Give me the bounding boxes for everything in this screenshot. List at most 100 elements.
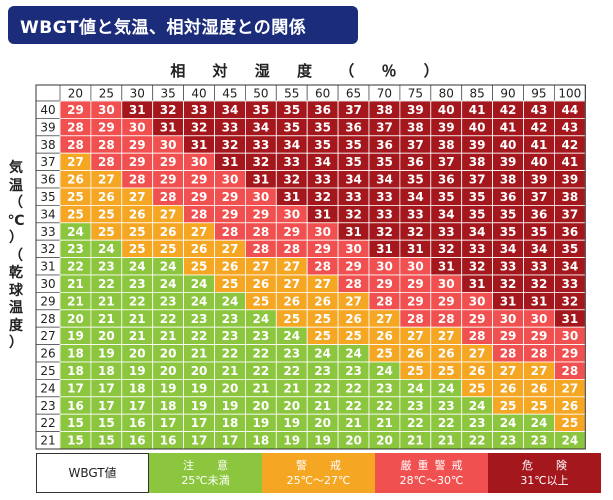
y-axis-label-char: 温 <box>9 177 23 194</box>
cell-value-label: 39 <box>438 120 455 134</box>
cell-value-label: 28 <box>67 120 84 134</box>
cell-value-label: 20 <box>252 399 269 413</box>
x-tick-label: 70 <box>377 87 392 101</box>
cell-value-label: 35 <box>314 120 331 134</box>
cell-value-label: 36 <box>345 120 362 134</box>
cell-value-label: 33 <box>376 207 393 221</box>
cell-value-label: 25 <box>314 312 331 326</box>
cell-value-label: 21 <box>191 347 208 361</box>
cell-value-label: 25 <box>469 381 486 395</box>
cell-value-label: 31 <box>129 103 146 117</box>
cell-value-label: 38 <box>469 155 486 169</box>
cell-value-label: 38 <box>376 103 393 117</box>
cell-value-label: 28 <box>438 312 455 326</box>
cell-value-label: 35 <box>500 207 517 221</box>
cell-value-label: 28 <box>500 347 517 361</box>
cell-value-label: 16 <box>129 416 146 430</box>
cell-value-label: 17 <box>98 399 115 413</box>
legend-item-range: 25℃～27℃ <box>286 474 351 487</box>
y-axis-label-char: ） <box>9 335 23 351</box>
cell-value-label: 17 <box>129 399 146 413</box>
cell-value-label: 20 <box>283 399 300 413</box>
cell-value-label: 34 <box>407 190 424 204</box>
cell-value-label: 31 <box>222 155 239 169</box>
cell-value-label: 17 <box>222 434 239 448</box>
cell-value-label: 23 <box>191 312 208 326</box>
cell-value-label: 24 <box>191 294 208 308</box>
cell-value-label: 24 <box>345 347 362 361</box>
cell-value-label: 31 <box>469 277 486 291</box>
cell-value-label: 24 <box>469 399 486 413</box>
cell-value-label: 39 <box>561 173 578 187</box>
cell-value-label: 30 <box>407 260 424 274</box>
legend-item-title: 危 険 <box>522 459 573 472</box>
x-tick-label: 80 <box>439 87 454 101</box>
cell-value-label: 18 <box>252 434 269 448</box>
cell-value-label: 33 <box>500 260 517 274</box>
cell-value-label: 25 <box>376 347 393 361</box>
cell-value-label: 29 <box>191 173 208 187</box>
cell-value-label: 24 <box>500 416 517 430</box>
cell-value-label: 30 <box>345 242 362 256</box>
cell-value-label: 27 <box>283 277 300 291</box>
cell-value-label: 27 <box>438 329 455 343</box>
y-tick-label: 32 <box>40 242 55 256</box>
cell-value-label: 36 <box>531 207 548 221</box>
cell-value-label: 36 <box>438 173 455 187</box>
cell-value-label: 22 <box>283 364 300 378</box>
cell-value-label: 24 <box>67 225 84 239</box>
cell-value-label: 35 <box>500 225 517 239</box>
y-tick-label: 23 <box>40 399 55 413</box>
cell-value-label: 19 <box>191 381 208 395</box>
cell-value-label: 24 <box>283 329 300 343</box>
y-tick-label: 30 <box>40 277 55 291</box>
cell-value-label: 34 <box>252 120 269 134</box>
cell-value-label: 38 <box>561 190 578 204</box>
cell-value-label: 27 <box>283 260 300 274</box>
cell-value-label: 32 <box>407 225 424 239</box>
y-tick-label: 29 <box>40 294 55 308</box>
cell-value-label: 29 <box>283 225 300 239</box>
cell-value-label: 22 <box>98 277 115 291</box>
cell-value-label: 27 <box>469 347 486 361</box>
cell-value-label: 31 <box>191 138 208 152</box>
cell-value-label: 35 <box>345 155 362 169</box>
cell-value-label: 23 <box>283 347 300 361</box>
cell-value-label: 36 <box>314 103 331 117</box>
cell-value-label: 30 <box>376 260 393 274</box>
y-tick-label: 33 <box>40 225 55 239</box>
cell-value-label: 24 <box>314 347 331 361</box>
cell-value-label: 36 <box>561 225 578 239</box>
y-tick-label: 34 <box>40 207 55 221</box>
cell-value-label: 23 <box>160 294 177 308</box>
cell-value-label: 29 <box>500 329 517 343</box>
cell-value-label: 44 <box>561 103 578 117</box>
x-axis-label: 相 対 湿 度 （ ％ ） <box>170 62 450 80</box>
cell-value-label: 35 <box>376 155 393 169</box>
cell-value-label: 29 <box>222 207 239 221</box>
cell-value-label: 38 <box>407 120 424 134</box>
cell-value-label: 25 <box>67 190 84 204</box>
cell-value-label: 35 <box>252 103 269 117</box>
cell-value-label: 33 <box>252 138 269 152</box>
cell-value-label: 30 <box>561 329 578 343</box>
cell-value-label: 41 <box>469 103 486 117</box>
cell-value-label: 32 <box>531 277 548 291</box>
cell-value-label: 39 <box>469 138 486 152</box>
cell-value-label: 32 <box>222 138 239 152</box>
x-tick-label: 20 <box>68 87 83 101</box>
cell-value-label: 23 <box>98 260 115 274</box>
y-tick-label: 27 <box>40 329 55 343</box>
y-tick-label: 31 <box>40 260 55 274</box>
y-axis-label-char: ） <box>9 230 23 246</box>
cell-value-label: 31 <box>314 207 331 221</box>
cell-value-label: 32 <box>160 103 177 117</box>
cell-value-label: 33 <box>345 190 362 204</box>
x-tick-label: 25 <box>99 87 114 101</box>
cell-value-label: 28 <box>469 329 486 343</box>
cell-value-label: 20 <box>314 416 331 430</box>
cell-value-label: 18 <box>67 347 84 361</box>
cell-value-label: 33 <box>191 103 208 117</box>
legend-item-title: 厳重警戒 <box>400 459 469 472</box>
cell-value-label: 15 <box>67 416 84 430</box>
